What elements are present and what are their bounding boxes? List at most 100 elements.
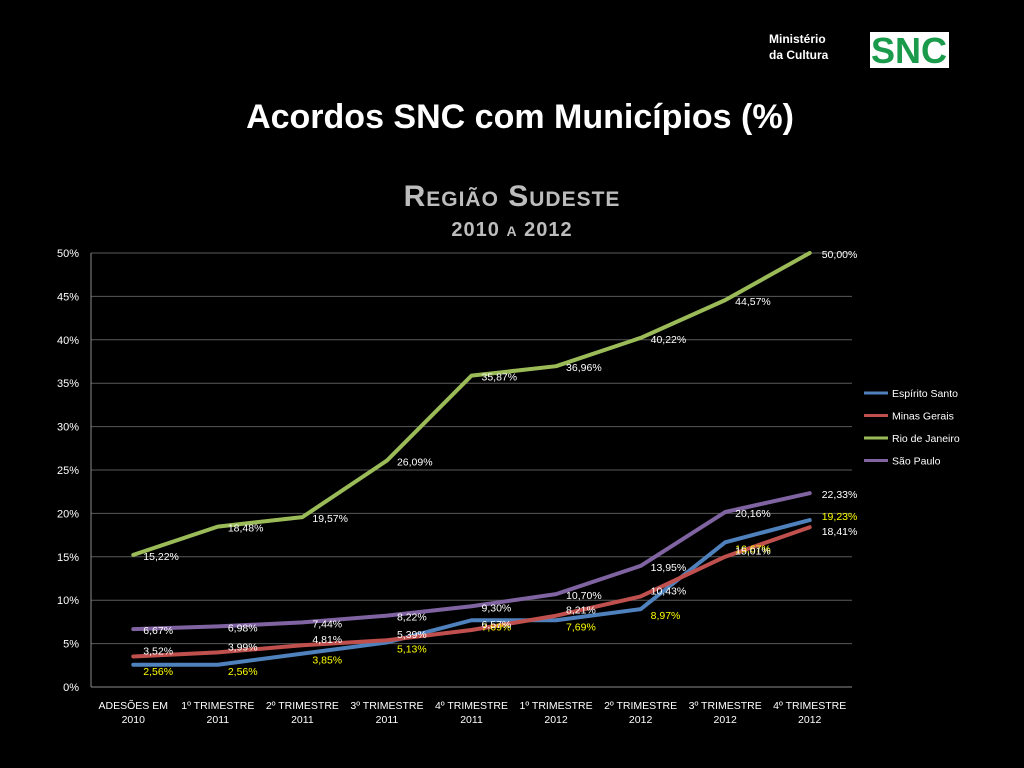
snc-logo-text: SNC xyxy=(871,32,947,68)
y-tick-label: 40% xyxy=(57,335,79,347)
data-label: 7,69% xyxy=(482,621,512,633)
legend-label: Minas Gerais xyxy=(892,411,954,423)
data-label: 7,69% xyxy=(566,621,596,633)
data-point xyxy=(131,654,135,658)
data-point xyxy=(300,620,304,624)
data-label: 18,48% xyxy=(228,523,264,535)
data-point xyxy=(808,491,812,495)
ministry-label: Ministério da Cultura xyxy=(769,31,828,63)
series-line xyxy=(131,525,812,659)
ministry-line-2: da Cultura xyxy=(769,48,829,62)
data-point xyxy=(300,652,304,656)
y-tick-label: 10% xyxy=(57,595,79,607)
data-label: 18,41% xyxy=(822,526,858,538)
data-label: 36,96% xyxy=(566,362,602,374)
data-label: 44,57% xyxy=(735,296,771,308)
chart-subtitle: 2010 a 2012 xyxy=(451,219,573,241)
data-point xyxy=(216,624,220,628)
data-label: 5,39% xyxy=(397,629,427,641)
data-point xyxy=(300,643,304,647)
legend-label: Espírito Santo xyxy=(892,388,958,400)
data-label: 19,57% xyxy=(312,513,348,525)
x-tick-label: 1º TRIMESTRE 2012 xyxy=(520,700,593,726)
data-point xyxy=(470,374,473,378)
x-tick-label: 1º TRIMESTRE 2011 xyxy=(181,700,254,726)
data-label: 8,22% xyxy=(397,612,427,624)
data-point xyxy=(808,518,812,522)
data-label: 3,99% xyxy=(228,641,258,653)
data-label: 50,00% xyxy=(822,249,858,261)
data-point xyxy=(470,618,473,622)
data-point xyxy=(554,614,558,618)
data-point xyxy=(554,618,558,622)
data-point xyxy=(216,663,220,667)
data-point xyxy=(385,638,389,642)
y-tick-label: 15% xyxy=(57,552,79,564)
data-label: 9,30% xyxy=(482,602,512,614)
data-point xyxy=(723,540,727,544)
data-label: 7,44% xyxy=(312,618,342,630)
y-tick-label: 35% xyxy=(57,378,79,390)
snc-logo-graphic: SNC xyxy=(871,30,947,71)
data-point xyxy=(723,298,727,302)
x-tick-label: 2º TRIMESTRE 2012 xyxy=(604,700,677,726)
data-label: 15,22% xyxy=(143,551,179,563)
data-label: 3,85% xyxy=(312,655,342,667)
data-label: 8,21% xyxy=(566,605,596,617)
data-label: 6,98% xyxy=(228,622,258,634)
data-label: 22,33% xyxy=(822,489,858,501)
data-label: 16,67% xyxy=(735,543,771,555)
data-label: 8,97% xyxy=(651,610,681,622)
data-point xyxy=(131,553,135,557)
data-label: 5,13% xyxy=(397,643,427,655)
y-tick-label: 25% xyxy=(57,465,79,477)
data-label: 13,95% xyxy=(651,562,687,574)
data-point xyxy=(385,459,389,463)
data-label: 40,22% xyxy=(651,334,687,346)
data-point xyxy=(554,364,558,368)
legend-label: Rio de Janeiro xyxy=(892,433,960,445)
y-tick-label: 20% xyxy=(57,508,79,520)
data-point xyxy=(639,336,643,340)
data-label: 6,67% xyxy=(143,625,173,637)
data-label: 20,16% xyxy=(735,508,771,520)
data-point xyxy=(131,627,135,631)
data-label: 10,43% xyxy=(651,585,687,597)
x-tick-label: 3º TRIMESTRE 2012 xyxy=(689,700,762,726)
y-tick-label: 50% xyxy=(57,248,79,260)
data-label: 15,01% xyxy=(735,546,771,558)
data-point xyxy=(131,663,135,667)
data-point xyxy=(723,510,727,514)
data-label: 6,57% xyxy=(482,619,512,631)
data-label: 19,23% xyxy=(822,511,858,523)
y-tick-label: 5% xyxy=(63,639,79,651)
data-point xyxy=(639,564,643,568)
slide-title: Acordos SNC com Municípios (%) xyxy=(246,98,794,136)
x-tick-label: 3º TRIMESTRE 2011 xyxy=(350,700,423,726)
data-point xyxy=(808,525,812,529)
series-line xyxy=(131,251,812,557)
data-point xyxy=(470,604,473,608)
snc-logo: SNC xyxy=(870,30,949,71)
legend-label: São Paulo xyxy=(892,456,941,468)
y-tick-label: 30% xyxy=(57,422,79,434)
data-point xyxy=(639,607,643,611)
data-label: 3,52% xyxy=(143,645,173,657)
x-tick-label: 2º TRIMESTRE 2011 xyxy=(266,700,339,726)
data-label: 35,87% xyxy=(482,372,518,384)
y-tick-label: 0% xyxy=(63,682,79,694)
data-label: 26,09% xyxy=(397,457,433,469)
data-point xyxy=(300,515,304,519)
data-label: 2,56% xyxy=(228,666,258,678)
data-point xyxy=(554,592,558,596)
data-point xyxy=(470,628,473,632)
data-point xyxy=(385,614,389,618)
data-point xyxy=(216,650,220,654)
x-tick-label: 4º TRIMESTRE 2011 xyxy=(435,700,508,726)
data-label: 2,56% xyxy=(143,666,173,678)
y-tick-label: 45% xyxy=(57,291,79,303)
data-point xyxy=(808,251,812,255)
x-tick-label: ADESÕES EM 2010 xyxy=(99,699,168,726)
ministry-line-1: Ministério xyxy=(769,32,826,46)
data-label: 10,70% xyxy=(566,590,602,602)
